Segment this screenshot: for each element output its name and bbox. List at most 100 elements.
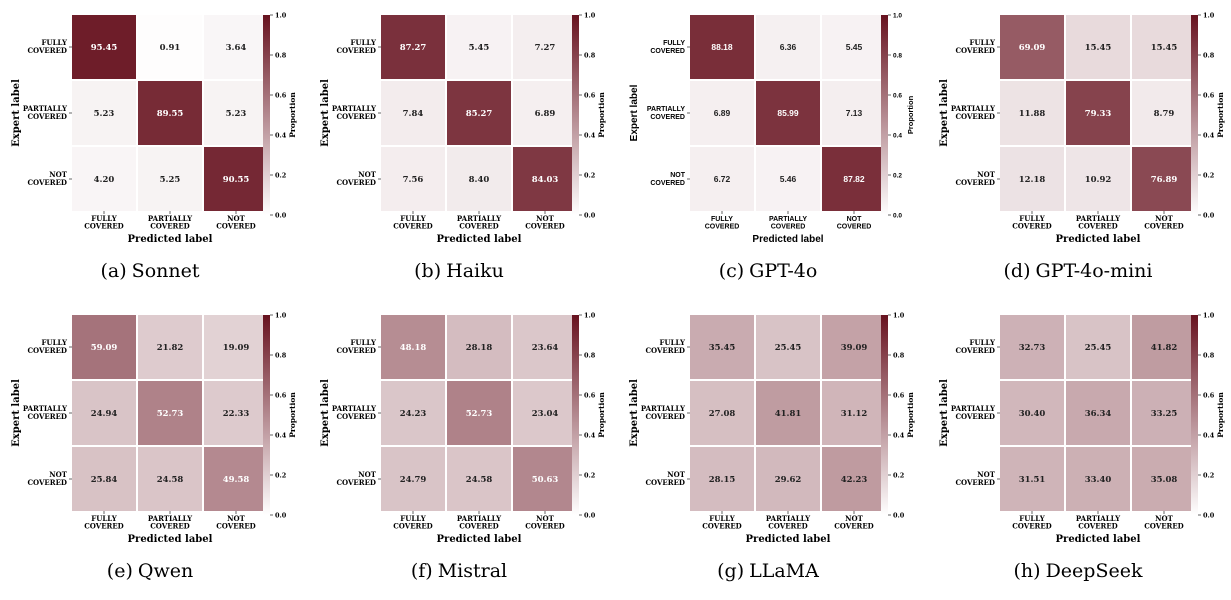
x-tick-label: NOT COVERED bbox=[525, 514, 565, 531]
y-tick-label: PARTIALLY COVERED bbox=[332, 104, 377, 121]
cell-value-label: 3.64 bbox=[226, 43, 247, 53]
heatmap-cell bbox=[72, 447, 136, 511]
colorbar-tick-label: 0.4 bbox=[275, 132, 287, 140]
heatmap-cell bbox=[1066, 447, 1130, 511]
y-tick-label: NOT COVERED bbox=[650, 172, 685, 187]
cell-value-label: 8.40 bbox=[469, 175, 490, 185]
colorbar-label: Proportion bbox=[906, 392, 915, 438]
heatmap-cell bbox=[1132, 15, 1196, 79]
confusion-matrix-chart: 87.27 5.45 7.27 7.84 85.27 6.89 7.56 8.40 84.03 F… bbox=[320, 12, 606, 246]
cell-value-label: 87.27 bbox=[400, 43, 427, 53]
x-axis-label: Predicted label bbox=[128, 234, 213, 245]
heatmap-cell bbox=[1132, 315, 1196, 379]
heatmap-cell bbox=[381, 315, 445, 379]
colorbar-tick-label: 0.0 bbox=[275, 512, 287, 520]
cell-value-label: 12.18 bbox=[1019, 175, 1046, 185]
y-tick-label: PARTIALLY COVERED bbox=[951, 404, 996, 421]
heatmap-cell bbox=[822, 447, 886, 511]
heatmap-panel-gpt-4o-mini: 69.09 15.45 15.45 11.88 79.33 8.79 12.18 10.92 7… bbox=[928, 0, 1228, 300]
heatmap-cell bbox=[447, 315, 511, 379]
y-tick-label: NOT COVERED bbox=[955, 470, 995, 487]
heatmap-cell bbox=[1000, 447, 1064, 511]
heatmap-cell bbox=[447, 15, 511, 79]
colorbar-tick-label: 1.0 bbox=[584, 12, 596, 20]
caption-model-name: LLaMA bbox=[749, 560, 819, 582]
caption-label: (a) bbox=[100, 260, 127, 282]
cell-value-label: 39.09 bbox=[841, 343, 868, 353]
cell-value-label: 7.84 bbox=[403, 109, 424, 119]
cell-value-label: 6.89 bbox=[535, 109, 556, 119]
heatmap-cell bbox=[447, 447, 511, 511]
colorbar-tick-label: 0.2 bbox=[1203, 172, 1214, 180]
cell-value-label: 19.09 bbox=[223, 343, 250, 353]
cell-value-label: 52.73 bbox=[157, 409, 184, 419]
cell-value-label: 52.73 bbox=[466, 409, 493, 419]
y-tick-label: FULLY COVERED bbox=[650, 40, 685, 55]
colorbar-tick-label: 0.0 bbox=[275, 212, 287, 220]
heatmap-cell bbox=[447, 147, 511, 211]
heatmap-cell bbox=[1132, 81, 1196, 145]
colorbar-tick-label: 0.2 bbox=[893, 472, 904, 480]
y-axis-label: Expert label bbox=[629, 379, 640, 447]
colorbar-tick-label: 0.6 bbox=[584, 392, 596, 400]
x-axis-label: Predicted label bbox=[128, 534, 213, 545]
cell-value-label: 85.99 bbox=[777, 108, 799, 118]
cell-value-label: 5.45 bbox=[846, 42, 863, 52]
heatmap-cell bbox=[381, 381, 445, 445]
cell-value-label: 36.34 bbox=[1085, 409, 1112, 419]
heatmap-cell bbox=[1066, 381, 1130, 445]
colorbar-tick-label: 0.4 bbox=[1203, 132, 1215, 140]
heatmap-cell bbox=[447, 81, 511, 145]
confusion-matrix-chart: 59.09 21.82 19.09 24.94 52.73 22.33 25.84 24.58… bbox=[11, 312, 297, 546]
colorbar-tick-label: 0.4 bbox=[1203, 432, 1215, 440]
cell-value-label: 69.09 bbox=[1019, 43, 1046, 53]
x-tick-label: PARTIALLY COVERED bbox=[148, 514, 193, 531]
cell-value-label: 11.88 bbox=[1019, 109, 1046, 119]
x-tick-label: FULLY COVERED bbox=[393, 514, 433, 531]
heatmap-cell bbox=[138, 15, 202, 79]
colorbar bbox=[1191, 315, 1198, 515]
cell-value-label: 95.45 bbox=[91, 43, 118, 53]
caption-label: (e) bbox=[106, 560, 133, 582]
colorbar-tick-label: 0.8 bbox=[275, 352, 287, 360]
cell-value-label: 31.12 bbox=[841, 409, 868, 419]
cell-value-label: 35.08 bbox=[1151, 475, 1178, 485]
y-tick-label: FULLY COVERED bbox=[955, 338, 996, 355]
cell-value-label: 49.58 bbox=[223, 475, 250, 485]
heatmap-cell bbox=[822, 15, 886, 79]
x-tick-label: PARTIALLY COVERED bbox=[766, 514, 811, 531]
colorbar-tick-label: 0.2 bbox=[275, 472, 286, 480]
x-tick-label: FULLY COVERED bbox=[393, 214, 433, 231]
x-tick-label: NOT COVERED bbox=[1144, 214, 1184, 231]
caption-label: (c) bbox=[718, 260, 745, 282]
colorbar-tick-label: 0.4 bbox=[275, 432, 287, 440]
confusion-matrix-chart: 88.18 6.36 5.45 6.89 85.99 7.13 6.72 5.46 87.82 F… bbox=[629, 13, 915, 246]
heatmap-cell bbox=[72, 15, 136, 79]
cell-value-label: 4.20 bbox=[94, 175, 115, 185]
cell-value-label: 7.13 bbox=[846, 108, 863, 118]
subfigure-caption: (g) LLaMA bbox=[618, 560, 918, 582]
cell-value-label: 50.63 bbox=[532, 475, 559, 485]
colorbar-tick-label: 0.4 bbox=[893, 133, 902, 140]
x-tick-label: NOT COVERED bbox=[216, 514, 256, 531]
heatmap-cell bbox=[1000, 381, 1064, 445]
subfigure-caption: (e) Qwen bbox=[0, 560, 300, 582]
subfigure-caption: (f) Mistral bbox=[309, 560, 609, 582]
y-tick-label: FULLY COVERED bbox=[27, 338, 68, 355]
y-tick-label: PARTIALLY COVERED bbox=[23, 404, 68, 421]
x-axis-label: Predicted label bbox=[1056, 234, 1141, 245]
colorbar-tick-label: 0.0 bbox=[1203, 212, 1215, 220]
colorbar-tick-label: 0.8 bbox=[584, 352, 596, 360]
x-tick-label: FULLY COVERED bbox=[1012, 514, 1052, 531]
cell-value-label: 88.18 bbox=[711, 42, 733, 52]
colorbar-tick-label: 1.0 bbox=[275, 312, 287, 320]
cell-value-label: 42.23 bbox=[841, 475, 868, 485]
heatmap-cell bbox=[1000, 315, 1064, 379]
heatmap-cell bbox=[72, 81, 136, 145]
y-tick-label: PARTIALLY COVERED bbox=[23, 104, 68, 121]
heatmap-cell bbox=[381, 447, 445, 511]
cell-value-label: 35.45 bbox=[709, 343, 736, 353]
colorbar bbox=[263, 15, 270, 215]
cell-value-label: 31.51 bbox=[1019, 475, 1046, 485]
